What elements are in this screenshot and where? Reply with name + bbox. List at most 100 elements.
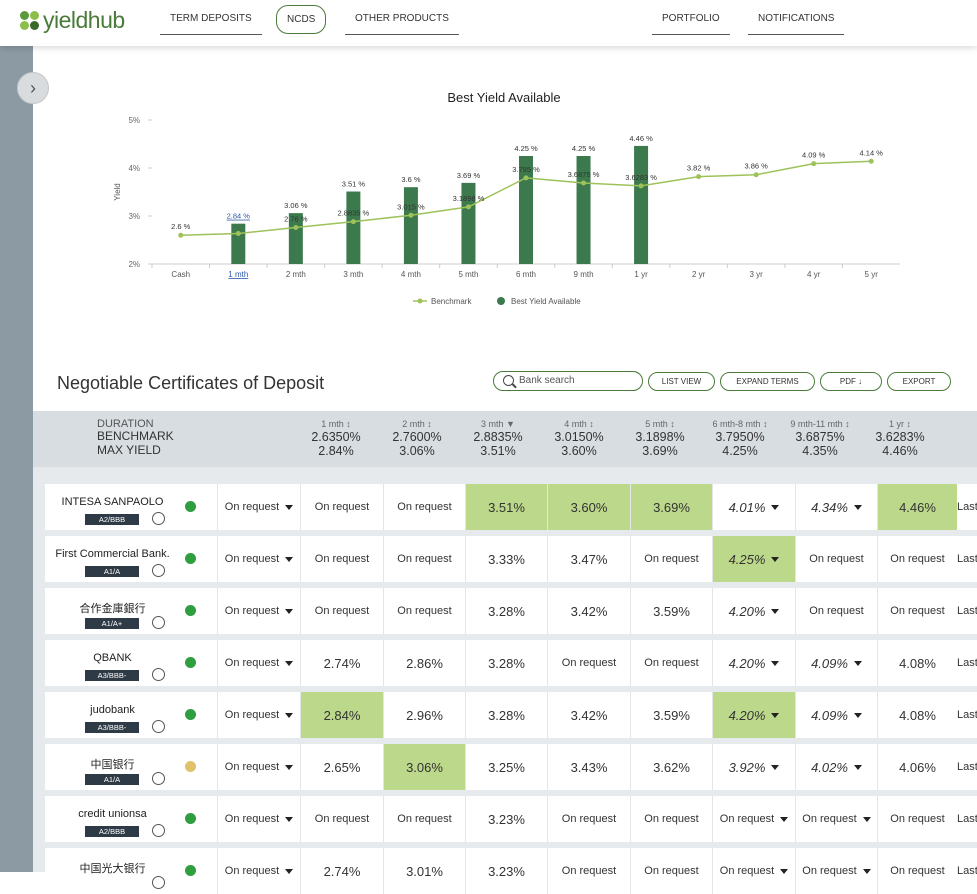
rate-cell[interactable]: 3.23% [465, 796, 547, 842]
bank-cell[interactable]: QBANK A3/BBB- [45, 640, 180, 686]
rate-cell[interactable]: On request [630, 848, 712, 894]
bank-cell[interactable]: 中国光大银行 [45, 848, 180, 894]
expand-sidebar-button[interactable]: › [17, 72, 49, 104]
bank-search-input[interactable]: Bank search [493, 371, 643, 391]
rate-cell[interactable]: On request [300, 536, 383, 582]
rate-cell[interactable]: 4.06% [877, 744, 957, 790]
rate-dropdown[interactable]: On request [217, 484, 300, 530]
rate-dropdown[interactable]: 4.34% [795, 484, 877, 530]
rate-dropdown[interactable]: 4.20% [712, 640, 795, 686]
rate-dropdown[interactable]: On request [795, 848, 877, 894]
bank-cell[interactable]: judobank A3/BBB- [45, 692, 180, 738]
rate-dropdown[interactable]: On request [217, 536, 300, 582]
rate-cell[interactable]: 3.59% [630, 588, 712, 634]
table-row[interactable]: credit unionsa A2/BBB On request On requ… [45, 796, 977, 842]
rate-cell[interactable]: On request [300, 484, 383, 530]
rate-cell[interactable]: On request [300, 796, 383, 842]
rate-dropdown[interactable]: 4.25% [712, 536, 795, 582]
rate-cell[interactable]: On request [795, 536, 877, 582]
band-column[interactable]: 1 yr ↕ 3.6283% 4.46% [860, 418, 940, 458]
rate-cell[interactable]: 4.08% [877, 692, 957, 738]
rate-dropdown[interactable]: 4.20% [712, 692, 795, 738]
list-view-button[interactable]: LIST VIEW [648, 372, 715, 391]
rate-cell[interactable]: 3.42% [547, 588, 630, 634]
rate-cell[interactable]: 3.42% [547, 692, 630, 738]
rate-cell[interactable]: 3.25% [465, 744, 547, 790]
band-column[interactable]: 5 mth ↕ 3.1898% 3.69% [620, 418, 700, 458]
bank-cell[interactable]: credit unionsa A2/BBB [45, 796, 180, 842]
rate-cell[interactable]: 3.23% [465, 848, 547, 894]
rate-cell[interactable]: On request [877, 588, 957, 634]
bank-cell[interactable]: INTESA SANPAOLO A2/BBB [45, 484, 180, 530]
expand-terms-button[interactable]: EXPAND TERMS [720, 372, 815, 391]
band-column[interactable]: 2 mth ↕ 2.7600% 3.06% [377, 418, 457, 458]
rate-dropdown[interactable]: On request [217, 588, 300, 634]
table-row[interactable]: 中国光大银行 On request 2.74% 3.01% 3.23% On r… [45, 848, 977, 894]
table-row[interactable]: judobank A3/BBB- On request 2.84% 2.96% … [45, 692, 977, 738]
bank-cell[interactable]: 中国银行 A1/A [45, 744, 180, 790]
rate-cell[interactable]: 2.65% [300, 744, 383, 790]
rate-cell[interactable]: On request [630, 796, 712, 842]
rate-cell[interactable]: On request [630, 536, 712, 582]
rate-cell[interactable]: 3.51% [465, 484, 547, 530]
rate-dropdown[interactable]: On request [217, 640, 300, 686]
band-column[interactable]: 4 mth ↕ 3.0150% 3.60% [539, 418, 619, 458]
rate-cell[interactable]: 3.43% [547, 744, 630, 790]
rate-dropdown[interactable]: 4.09% [795, 692, 877, 738]
rate-dropdown[interactable]: 4.01% [712, 484, 795, 530]
rate-cell[interactable]: 2.74% [300, 640, 383, 686]
rate-cell[interactable]: On request [300, 588, 383, 634]
column-sort-header[interactable]: 9 mth-11 mth ↕ [790, 419, 850, 429]
column-sort-header[interactable]: 4 mth ↕ [564, 419, 594, 429]
column-sort-header[interactable]: 5 mth ↕ [645, 419, 675, 429]
rate-cell[interactable]: 3.01% [383, 848, 465, 894]
rate-dropdown[interactable]: 4.02% [795, 744, 877, 790]
rate-cell[interactable]: 3.47% [547, 536, 630, 582]
rate-cell[interactable]: 3.33% [465, 536, 547, 582]
pdf-button[interactable]: PDF ↓ [820, 372, 882, 391]
export-button[interactable]: EXPORT [887, 372, 951, 391]
band-column[interactable]: 1 mth ↕ 2.6350% 2.84% [296, 418, 376, 458]
rate-cell[interactable]: 4.46% [877, 484, 957, 530]
nav-notifications[interactable]: NOTIFICATIONS [748, 12, 845, 35]
column-sort-header[interactable]: 6 mth-8 mth ↕ [712, 419, 768, 429]
rate-cell[interactable]: On request [877, 848, 957, 894]
nav-term-deposits[interactable]: TERM DEPOSITS [160, 12, 262, 35]
yieldhub-logo[interactable]: yieldhub [20, 7, 125, 34]
rate-dropdown[interactable]: 4.09% [795, 640, 877, 686]
rate-dropdown[interactable]: On request [712, 848, 795, 894]
rate-cell[interactable]: 3.69% [630, 484, 712, 530]
column-sort-header[interactable]: 1 yr ↕ [888, 419, 911, 429]
table-row[interactable]: First Commercial Bank. A1/A On request O… [45, 536, 977, 582]
rate-cell[interactable]: On request [877, 536, 957, 582]
column-sort-header[interactable]: 2 mth ↕ [402, 419, 432, 429]
band-column[interactable]: 3 mth ▼ 2.8835% 3.51% [458, 418, 538, 458]
bank-cell[interactable]: First Commercial Bank. A1/A [45, 536, 180, 582]
rate-cell[interactable]: On request [547, 848, 630, 894]
rate-dropdown[interactable]: On request [795, 796, 877, 842]
rate-cell[interactable]: On request [795, 588, 877, 634]
rate-cell[interactable]: 3.59% [630, 692, 712, 738]
rate-cell[interactable]: 3.62% [630, 744, 712, 790]
rate-cell[interactable]: On request [383, 484, 465, 530]
rate-cell[interactable]: On request [383, 588, 465, 634]
rate-cell[interactable]: On request [383, 536, 465, 582]
rate-cell[interactable]: 2.96% [383, 692, 465, 738]
rate-dropdown[interactable]: 3.92% [712, 744, 795, 790]
nav-other-products[interactable]: OTHER PRODUCTS [345, 12, 459, 35]
nav-ncds[interactable]: NCDS [276, 5, 327, 34]
table-row[interactable]: INTESA SANPAOLO A2/BBB On request On req… [45, 484, 977, 530]
rate-dropdown[interactable]: 4.20% [712, 588, 795, 634]
rate-cell[interactable]: 3.06% [383, 744, 465, 790]
rate-cell[interactable]: 2.84% [300, 692, 383, 738]
rate-cell[interactable]: 3.28% [465, 588, 547, 634]
rate-cell[interactable]: On request [877, 796, 957, 842]
rate-cell[interactable]: On request [547, 640, 630, 686]
rate-dropdown[interactable]: On request [712, 796, 795, 842]
table-row[interactable]: 合作金庫銀行 A1/A+ On request On request On re… [45, 588, 977, 634]
rate-cell[interactable]: 3.28% [465, 640, 547, 686]
rate-cell[interactable]: On request [383, 796, 465, 842]
rate-cell[interactable]: 2.86% [383, 640, 465, 686]
rate-dropdown[interactable]: On request [217, 744, 300, 790]
band-column[interactable]: 6 mth-8 mth ↕ 3.7950% 4.25% [700, 418, 780, 458]
